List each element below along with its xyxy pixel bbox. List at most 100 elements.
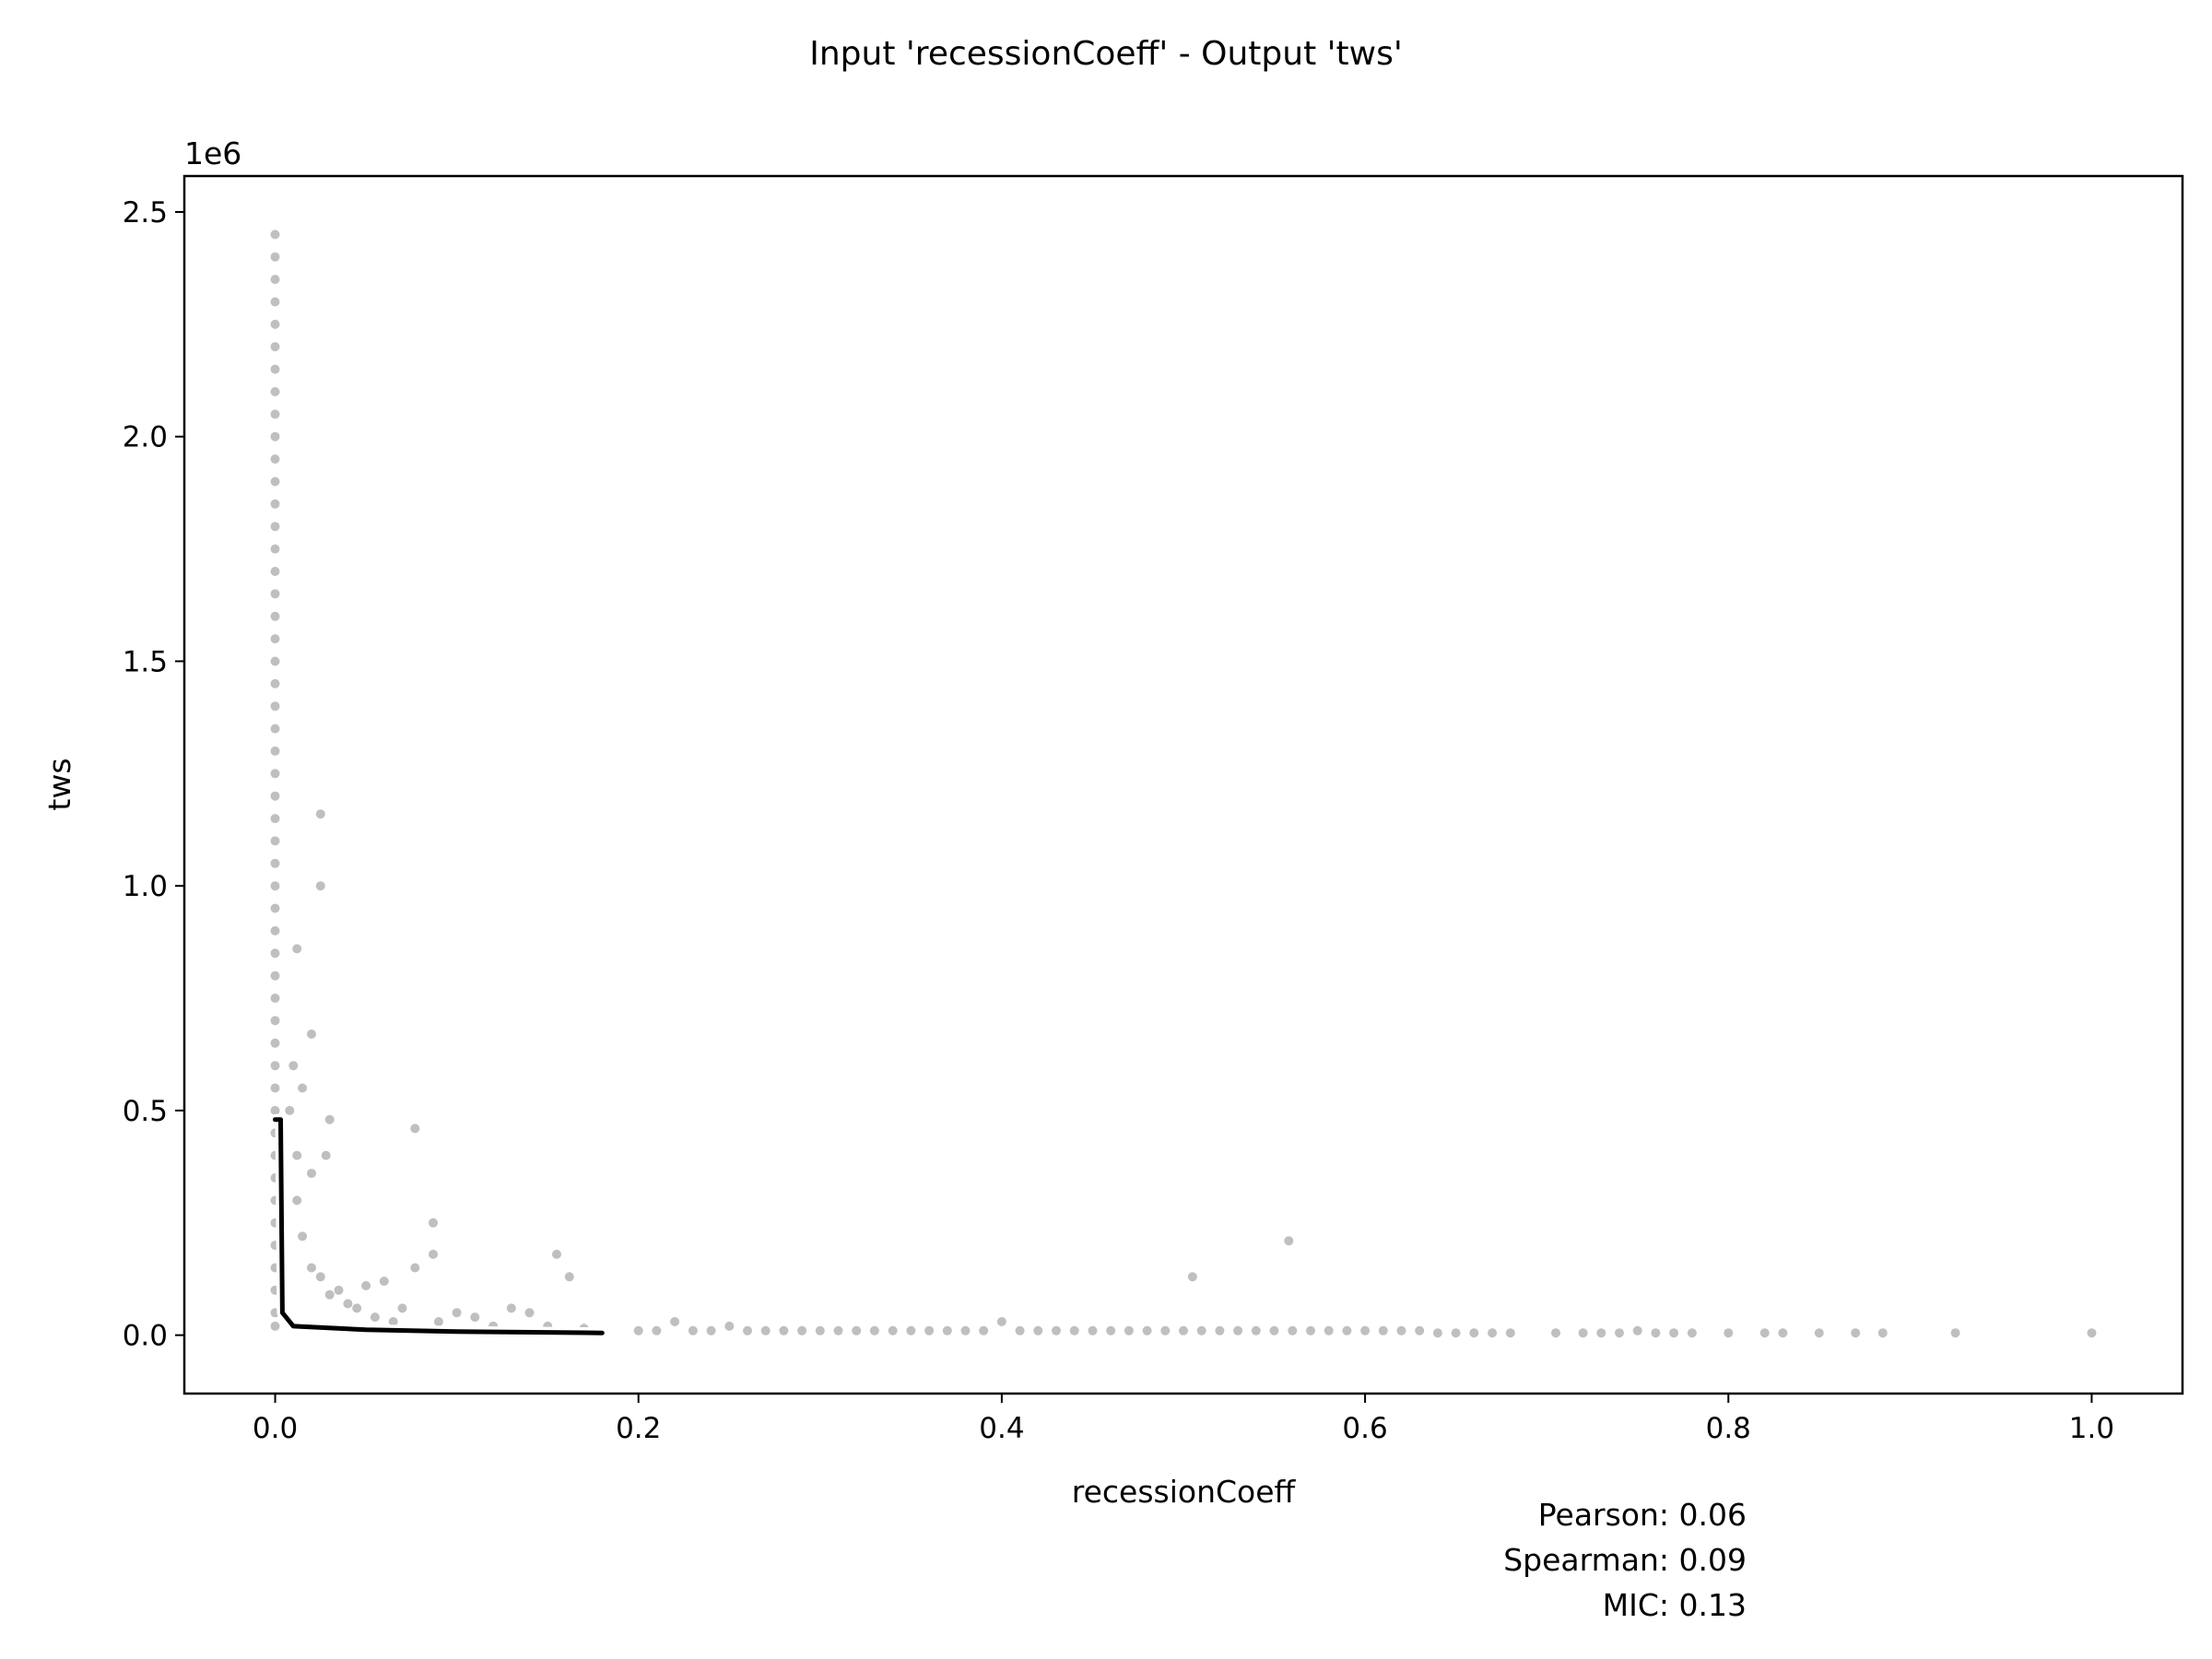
scatter-point xyxy=(270,1083,280,1093)
scatter-point xyxy=(270,1038,280,1048)
scatter-point xyxy=(270,342,280,352)
trend-line-group xyxy=(269,1113,608,1339)
scatter-point xyxy=(270,656,280,666)
scatter-point xyxy=(1505,1328,1515,1338)
scatter-point xyxy=(307,1030,316,1039)
scatter-points xyxy=(270,229,2097,1338)
scatter-point xyxy=(470,1312,480,1323)
y-tick-label: 0.0 xyxy=(123,1320,168,1353)
scatter-point xyxy=(270,611,280,621)
scatter-point xyxy=(270,881,280,891)
x-tick-label: 0.2 xyxy=(616,1412,661,1445)
scatter-point xyxy=(1088,1325,1098,1335)
scatter-point xyxy=(1687,1328,1697,1338)
scatter-point xyxy=(1469,1328,1479,1338)
scatter-point xyxy=(1551,1328,1560,1338)
scatter-point xyxy=(307,1263,316,1273)
scatter-point xyxy=(270,903,280,913)
scatter-point xyxy=(760,1325,771,1335)
scatter-point xyxy=(270,409,280,419)
y-axis-ticks: 0.0 0.5 1.0 1.5 2.0 2.5 xyxy=(123,196,184,1353)
scatter-point xyxy=(1269,1325,1279,1335)
scatter-point xyxy=(869,1325,879,1335)
x-tick-label: 0.4 xyxy=(979,1412,1024,1445)
scatter-point xyxy=(1632,1325,1642,1335)
scatter-point xyxy=(1052,1325,1061,1335)
scatter-point xyxy=(452,1308,462,1318)
scatter-point xyxy=(270,319,280,329)
x-axis-label: recessionCoeff xyxy=(1072,1474,1297,1510)
y-tick-label: 1.0 xyxy=(123,870,168,903)
scatter-point xyxy=(270,1061,280,1071)
scatter-point xyxy=(298,1083,308,1093)
scatter-point xyxy=(779,1325,789,1335)
scatter-point xyxy=(1651,1328,1661,1338)
scatter-point xyxy=(315,881,325,891)
scatter-point xyxy=(1251,1325,1261,1335)
scatter-point xyxy=(797,1325,807,1335)
y-axis-offset-label: 1e6 xyxy=(184,135,241,171)
scatter-point xyxy=(288,1061,299,1071)
scatter-point xyxy=(564,1272,574,1282)
scatter-point xyxy=(270,948,280,959)
scatter-point xyxy=(270,634,280,644)
scatter-point xyxy=(1596,1328,1606,1338)
scatter-point xyxy=(270,387,280,396)
scatter-point xyxy=(1324,1325,1334,1335)
scatter-point xyxy=(270,499,280,509)
scatter-point xyxy=(397,1303,407,1313)
spearman-stat: Spearman: 0.09 xyxy=(1503,1542,1747,1578)
scatter-point xyxy=(979,1325,989,1335)
scatter-point xyxy=(1342,1325,1352,1335)
scatter-point xyxy=(270,364,280,374)
scatter-point xyxy=(1488,1328,1498,1338)
scatter-point xyxy=(324,1114,335,1124)
chart-title: Input 'recessionCoeff' - Output 'tws' xyxy=(809,35,1403,73)
scatter-point xyxy=(270,769,280,779)
scatter-point xyxy=(1778,1328,1788,1338)
scatter-point xyxy=(833,1325,843,1335)
scatter-point xyxy=(1724,1328,1734,1338)
scatter-point xyxy=(743,1325,752,1335)
scatter-point xyxy=(270,1321,280,1331)
scatter-point xyxy=(1288,1325,1298,1335)
scatter-point xyxy=(1378,1325,1388,1335)
scatter-point xyxy=(924,1325,935,1335)
scatter-point xyxy=(298,1231,308,1241)
scatter-point xyxy=(1142,1325,1152,1335)
scatter-point xyxy=(1851,1328,1861,1338)
mic-stat: MIC: 0.13 xyxy=(1603,1587,1747,1623)
scatter-point xyxy=(270,746,280,756)
scatter-point xyxy=(270,477,280,487)
scatter-point xyxy=(1415,1325,1425,1335)
scatter-point xyxy=(942,1325,952,1335)
scatter-point xyxy=(1187,1272,1197,1282)
scatter-point xyxy=(1615,1328,1624,1338)
y-tick-label: 2.5 xyxy=(123,196,168,229)
scatter-point xyxy=(388,1317,398,1326)
scatter-point xyxy=(1396,1325,1406,1335)
scatter-point xyxy=(270,724,280,734)
scatter-point xyxy=(315,1272,325,1282)
scatter-point xyxy=(1432,1328,1442,1338)
scatter-point xyxy=(379,1277,389,1287)
scatter-point xyxy=(1106,1325,1116,1335)
scatter-point xyxy=(2087,1328,2097,1338)
trend-line xyxy=(273,1117,605,1335)
scatter-point xyxy=(307,1169,316,1179)
x-tick-label: 0.6 xyxy=(1342,1412,1387,1445)
scatter-point xyxy=(1069,1325,1079,1335)
scatter-point xyxy=(410,1263,420,1273)
scatter-point xyxy=(433,1317,443,1326)
scatter-point xyxy=(1033,1325,1043,1335)
x-tick-label: 0.8 xyxy=(1706,1412,1751,1445)
scatter-point xyxy=(506,1303,516,1313)
scatter-point xyxy=(270,431,280,441)
scatter-point xyxy=(270,858,280,868)
scatter-point xyxy=(292,1150,302,1160)
scatter-point xyxy=(706,1325,716,1335)
scatter-point xyxy=(270,701,280,712)
scatter-point xyxy=(1233,1325,1243,1335)
scatter-point xyxy=(1215,1325,1225,1335)
